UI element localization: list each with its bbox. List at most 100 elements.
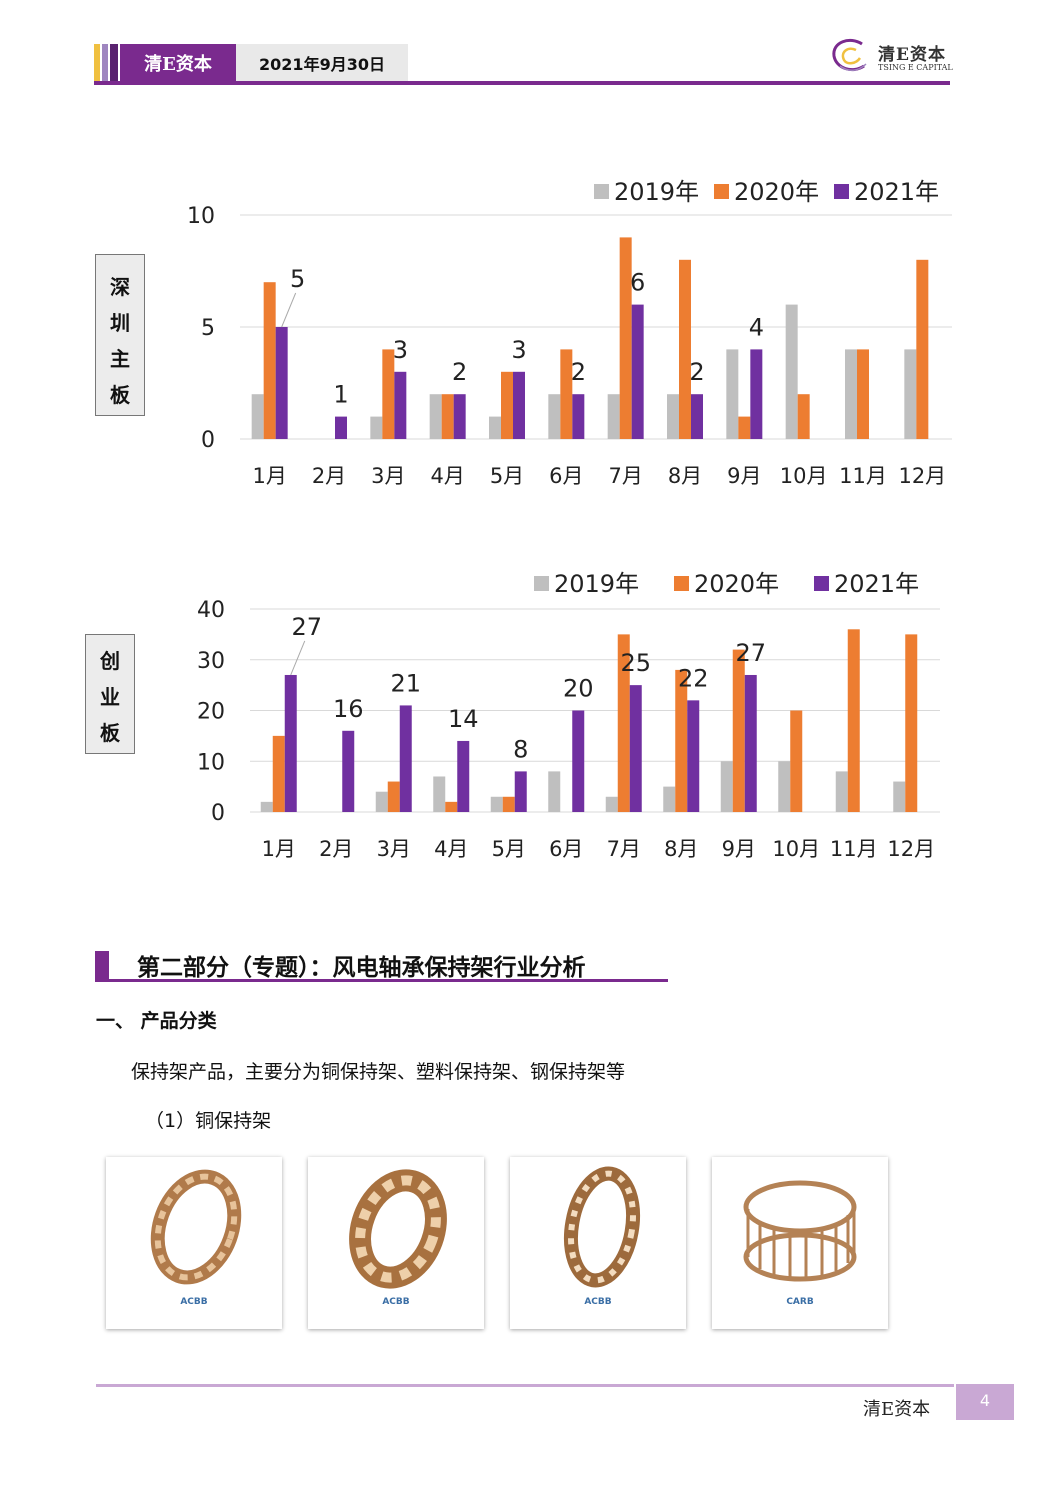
bar-2019年	[489, 416, 501, 439]
bar-2020年	[382, 349, 395, 439]
bar-2021年	[342, 730, 355, 812]
x-tick-label: 5月	[490, 464, 524, 488]
bar-2020年	[857, 349, 869, 439]
chart2-side-char: 业	[100, 685, 120, 709]
data-label: 2	[452, 358, 467, 386]
x-tick-label: 4月	[434, 837, 468, 861]
data-label: 27	[291, 613, 322, 641]
y-tick-label: 20	[197, 700, 225, 725]
bar-2020年	[560, 349, 573, 439]
bar-2019年	[835, 771, 848, 812]
leader-line	[281, 292, 297, 328]
logo-text-en: TSING E CAPITAL	[878, 63, 953, 72]
data-label: 20	[563, 675, 594, 703]
data-label: 16	[333, 695, 364, 723]
bar-2021年	[394, 371, 407, 439]
footer-brand: 清E资本	[863, 1399, 931, 1420]
legend-label: 2020年	[734, 178, 819, 206]
footer-rule	[96, 1384, 954, 1387]
bar-2020年	[847, 629, 860, 812]
x-tick-label: 12月	[887, 837, 935, 861]
product-image-card: ACBB	[106, 1157, 282, 1329]
bar-2021年	[744, 674, 757, 812]
data-label: 3	[511, 336, 526, 364]
bar-2021年	[399, 705, 412, 812]
chart1-side-char: 板	[110, 383, 130, 407]
data-label: 22	[678, 664, 709, 692]
bar-2019年	[845, 349, 857, 439]
data-label: 21	[390, 669, 421, 697]
legend-swatch	[814, 576, 829, 591]
bar-2020年	[797, 394, 810, 439]
x-tick-label: 12月	[898, 464, 946, 488]
bar-2020年	[675, 669, 688, 812]
product-caption: ACBB	[382, 1297, 410, 1307]
bar-2019年	[490, 796, 503, 812]
legend-label: 2019年	[554, 570, 639, 598]
bar-2021年	[631, 304, 644, 439]
product-image-card: ACBB	[510, 1157, 686, 1329]
product-image-card: CARB	[712, 1157, 888, 1329]
header-date: 2021年9月30日	[236, 44, 408, 85]
bar-2020年	[272, 735, 285, 812]
data-label: 14	[448, 705, 479, 733]
data-label: 2	[689, 358, 704, 386]
bar-2021年	[629, 685, 642, 812]
x-tick-label: 9月	[727, 464, 761, 488]
bar-2019年	[904, 349, 917, 439]
x-tick-label: 6月	[549, 837, 583, 861]
bar-2019年	[605, 796, 618, 812]
legend-label: 2021年	[834, 570, 919, 598]
x-tick-label: 7月	[608, 464, 642, 488]
section-marker	[95, 951, 109, 981]
bar-2020年	[445, 801, 458, 812]
data-label: 5	[290, 265, 305, 293]
legend-swatch	[714, 184, 729, 199]
x-tick-label: 2月	[312, 464, 346, 488]
section-underline	[95, 979, 668, 982]
x-tick-label: 8月	[668, 464, 702, 488]
bar-2021年	[572, 710, 585, 812]
bar-2019年	[370, 416, 383, 439]
x-tick-label: 5月	[492, 837, 526, 861]
header-stripe-lavender	[102, 44, 108, 85]
x-tick-label: 4月	[430, 464, 464, 488]
data-label: 25	[620, 649, 651, 677]
x-tick-label: 7月	[607, 837, 641, 861]
bar-2019年	[720, 761, 733, 812]
bar-2019年	[726, 349, 739, 439]
bar-2020年	[387, 781, 400, 812]
legend-label: 2021年	[854, 178, 939, 206]
product-caption: CARB	[786, 1297, 814, 1307]
chart2-side-char: 创	[100, 649, 120, 673]
copper-cage-ring-icon	[349, 1169, 447, 1289]
bar-2019年	[893, 781, 906, 812]
heading-product-classification: 一、 产品分类	[96, 1010, 217, 1032]
bar-2020年	[502, 796, 515, 812]
y-tick-label: 5	[201, 316, 215, 341]
data-label: 8	[513, 735, 528, 763]
y-tick-label: 30	[197, 649, 225, 674]
bar-2019年	[548, 394, 561, 439]
bar-2021年	[513, 371, 525, 439]
legend-label: 2020年	[694, 570, 779, 598]
product-caption: ACBB	[180, 1297, 208, 1307]
bar-2020年	[501, 371, 513, 439]
bar-2019年	[785, 304, 798, 439]
bar-2019年	[375, 791, 388, 812]
y-tick-label: 0	[201, 428, 215, 453]
data-label: 27	[735, 639, 766, 667]
section-title: 第二部分（专题）：风电轴承保持架行业分析	[137, 955, 586, 981]
bar-2021年	[275, 327, 288, 439]
bar-2020年	[732, 649, 745, 812]
bar-2020年	[679, 259, 691, 439]
legend-label: 2019年	[614, 178, 699, 206]
bar-2020年	[617, 634, 630, 812]
product-caption: ACBB	[584, 1297, 612, 1307]
bar-2019年	[667, 394, 679, 439]
logo-text-cn: 清E资本	[878, 45, 946, 65]
y-tick-label: 10	[187, 204, 215, 229]
subheading-copper-cage: （1）铜保持架	[145, 1110, 272, 1132]
bar-2021年	[572, 394, 585, 439]
x-tick-label: 2月	[319, 837, 353, 861]
